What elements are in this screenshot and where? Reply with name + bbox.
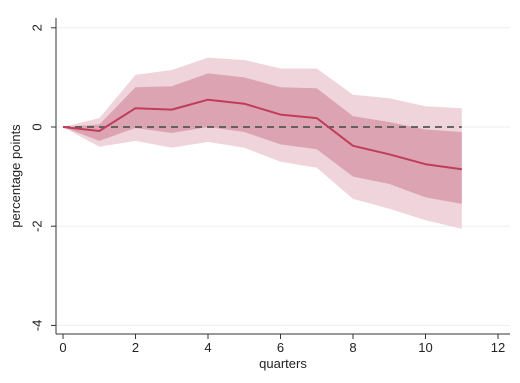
tick-labels: 2 0 -2 -4 0 2 4 6 8 10 12 [29,24,505,355]
inner-confidence-band [63,73,462,204]
x-axis-title: quarters [259,356,307,371]
x-tick-label: 8 [349,340,356,355]
y-tick-label: 0 [29,123,44,130]
axes [51,18,510,339]
x-tick-label: 6 [277,340,284,355]
x-tick-label: 12 [491,340,505,355]
y-tick-label: 2 [29,24,44,31]
series-line [62,98,462,171]
confidence-bands [63,57,462,229]
series-lines [62,98,462,171]
x-tick-label: 10 [418,340,432,355]
y-axis-title: percentage points [8,124,23,228]
x-tick-label: 2 [132,340,139,355]
x-tick-label: 0 [59,340,66,355]
y-tick-label: -2 [29,220,44,232]
x-tick-label: 4 [204,340,211,355]
y-tick-label: -4 [29,320,44,332]
